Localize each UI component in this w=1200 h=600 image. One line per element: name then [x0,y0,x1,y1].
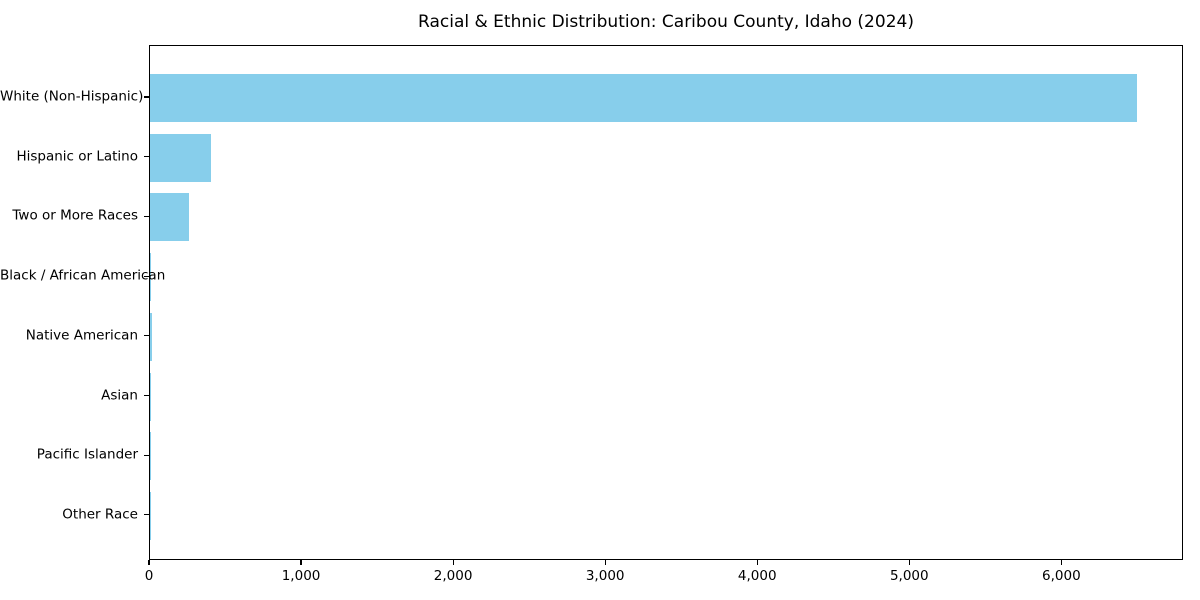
bar-hispanic-or-latino [150,133,211,182]
y-tick-mark [144,96,149,98]
x-tick-mark [908,560,910,565]
x-tick-mark [756,560,758,565]
y-tick-label-other-race: Other Race [62,506,138,523]
bar-black-african-american [150,253,152,302]
y-tick-label-two-or-more-races: Two or More Races [12,207,138,224]
y-tick-label-asian: Asian [101,386,138,403]
y-tick-mark [144,454,149,456]
bar-native-american [150,312,152,361]
y-tick-mark [144,394,149,397]
x-tick-label-0: 0 [144,568,154,584]
y-tick-label-native-american: Native American [25,327,138,344]
bar-asian [150,372,151,421]
x-tick-mark [1060,560,1062,565]
y-tick-label-pacific-islander: Pacific Islander [36,446,138,463]
x-tick-mark [604,560,606,565]
y-tick-label-hispanic-or-latino: Hispanic or Latino [16,147,138,164]
y-tick-mark [144,215,149,217]
bar-two-or-more-races [150,193,189,242]
y-tick-mark [144,335,149,337]
x-tick-label-1000: 1,000 [281,568,321,584]
x-tick-label-4000: 4,000 [737,568,777,584]
y-tick-mark [144,275,149,277]
x-tick-label-5000: 5,000 [889,568,929,584]
chart-title: Racial & Ethnic Distribution: Caribou Co… [418,12,914,32]
x-tick-mark [300,560,302,565]
x-tick-label-3000: 3,000 [585,568,625,584]
y-tick-label-black-african-american: Black / African American [0,267,166,284]
y-tick-label-white-non-hispanic: White (Non-Hispanic) [0,88,144,105]
y-tick-mark [144,514,149,516]
y-tick-mark [144,156,149,158]
x-tick-mark [452,560,454,565]
bar-white-non-hispanic [150,74,1137,122]
x-tick-label-6000: 6,000 [1042,568,1081,584]
x-tick-mark [148,560,150,565]
x-tick-label-2000: 2,000 [433,568,473,584]
plot-area [149,45,1183,560]
